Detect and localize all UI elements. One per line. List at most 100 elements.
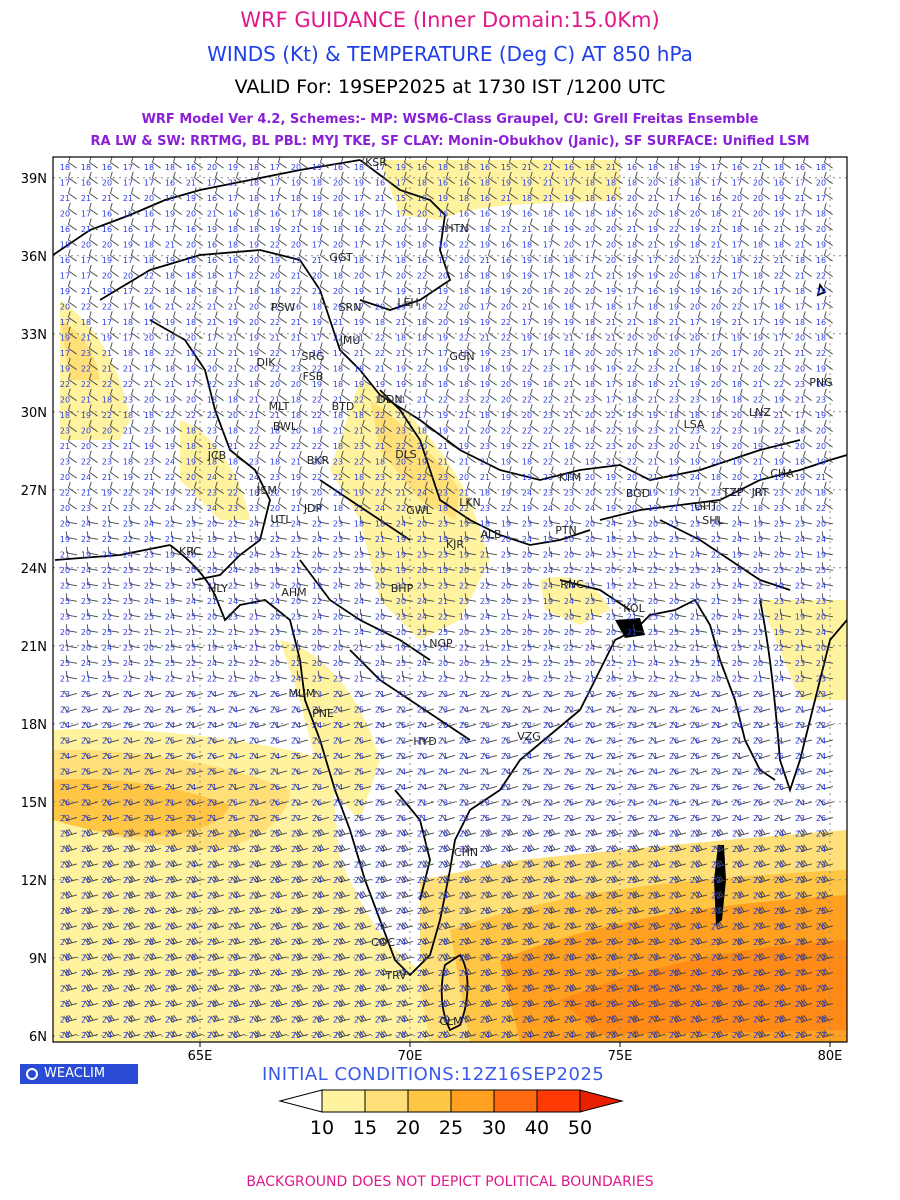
temperature-value: 17 (585, 241, 595, 250)
temperature-value: 20 (690, 597, 700, 606)
temperature-value: 24 (690, 938, 700, 947)
temperature-value: 22 (795, 876, 805, 885)
temperature-value: 24 (396, 520, 406, 529)
temperature-value: 18 (228, 427, 238, 436)
temperature-value: 16 (438, 241, 448, 250)
temperature-value: 23 (795, 783, 805, 792)
temperature-value: 27 (165, 830, 175, 839)
temperature-value: 24 (795, 597, 805, 606)
temperature-value: 27 (795, 923, 805, 932)
temperature-value: 24 (165, 504, 175, 513)
temperature-value: 20 (81, 427, 91, 436)
temperature-value: 24 (543, 706, 553, 715)
temperature-value: 19 (354, 380, 364, 389)
wind-barb (89, 187, 98, 200)
temperature-value: 19 (501, 179, 511, 188)
temperature-value: 20 (207, 365, 217, 374)
temperature-value: 21 (165, 628, 175, 637)
temperature-value: 25 (375, 752, 385, 761)
temperature-value: 24 (333, 582, 343, 591)
temperature-value: 20 (354, 272, 364, 281)
temperature-value: 22 (354, 396, 364, 405)
temperature-value: 26 (522, 1016, 532, 1025)
temperature-value: 24 (774, 1031, 784, 1040)
temperature-value: 27 (711, 907, 721, 916)
temperature-value: 18 (60, 163, 70, 172)
temperature-value: 24 (564, 845, 574, 854)
colorbar-boxes (278, 1089, 624, 1113)
temperature-value: 24 (753, 1016, 763, 1025)
wind-barb (740, 187, 749, 200)
temperature-value: 22 (396, 799, 406, 808)
temperature-value: 18 (543, 287, 553, 296)
temperature-value: 24 (312, 845, 322, 854)
temperature-value: 25 (543, 1000, 553, 1009)
temperature-value: 23 (60, 768, 70, 777)
temperature-value: 19 (81, 411, 91, 420)
temperature-value: 27 (354, 1016, 364, 1025)
temperature-value: 25 (438, 628, 448, 637)
temperature-value: 21 (186, 675, 196, 684)
temperature-value: 19 (291, 179, 301, 188)
temperature-value: 19 (459, 318, 469, 327)
temperature-value: 26 (753, 969, 763, 978)
temperature-value: 26 (228, 1000, 238, 1009)
temperature-value: 22 (522, 907, 532, 916)
temperature-value: 23 (123, 566, 133, 575)
temperature-value: 17 (438, 256, 448, 265)
temperature-value: 23 (480, 597, 490, 606)
temperature-value: 21 (669, 380, 679, 389)
temperature-value: 20 (102, 737, 112, 746)
temperature-value: 27 (585, 938, 595, 947)
station-label-trv: TRV (384, 969, 407, 982)
temperature-value: 22 (123, 535, 133, 544)
temperature-value: 25 (375, 597, 385, 606)
temperature-value: 25 (396, 845, 406, 854)
temperature-value: 22 (795, 830, 805, 839)
temperature-value: 16 (606, 194, 616, 203)
station-label-kol: KOL (623, 602, 645, 615)
temperature-value: 20 (291, 241, 301, 250)
temperature-value: 19 (249, 334, 259, 343)
temperature-value: 24 (396, 768, 406, 777)
temperature-value: 23 (291, 365, 301, 374)
temperature-value: 22 (291, 659, 301, 668)
wind-barb (656, 171, 665, 185)
temperature-value: 26 (81, 845, 91, 854)
temperature-value: 25 (354, 907, 364, 916)
temperature-value: 24 (144, 520, 154, 529)
temperature-value: 21 (627, 551, 637, 560)
temperature-value: 20 (438, 659, 448, 668)
temperature-value: 18 (753, 504, 763, 513)
temperature-value: 23 (627, 783, 637, 792)
wind-barb (425, 187, 434, 200)
temperature-value: 19 (669, 489, 679, 498)
temperature-value: 22 (606, 427, 616, 436)
temperature-value: 19 (165, 396, 175, 405)
temperature-value: 19 (354, 535, 364, 544)
temperature-value: 24 (648, 768, 658, 777)
temperature-value: 20 (501, 380, 511, 389)
temperature-value: 17 (585, 256, 595, 265)
temperature-value: 21 (774, 225, 784, 234)
temperature-value: 20 (711, 675, 721, 684)
temperature-value: 27 (60, 985, 70, 994)
temperature-value: 24 (543, 644, 553, 653)
temperature-value: 23 (606, 737, 616, 746)
temperature-value: 22 (732, 876, 742, 885)
wind-barb (383, 171, 392, 185)
temperature-value: 23 (480, 799, 490, 808)
temperature-value: 24 (753, 892, 763, 901)
temperature-value: 18 (669, 411, 679, 420)
temperature-value: 22 (438, 303, 448, 312)
temperature-value: 27 (249, 969, 259, 978)
temperature-value: 24 (648, 659, 658, 668)
temperature-value: 26 (669, 954, 679, 963)
wind-barb (110, 187, 119, 200)
temperature-value: 19 (690, 458, 700, 467)
temperature-value: 19 (711, 318, 721, 327)
temperature-value: 19 (396, 365, 406, 374)
temperature-value: 16 (690, 194, 700, 203)
temperature-value: 20 (816, 427, 826, 436)
station-label-ggt: GGT (329, 251, 353, 264)
